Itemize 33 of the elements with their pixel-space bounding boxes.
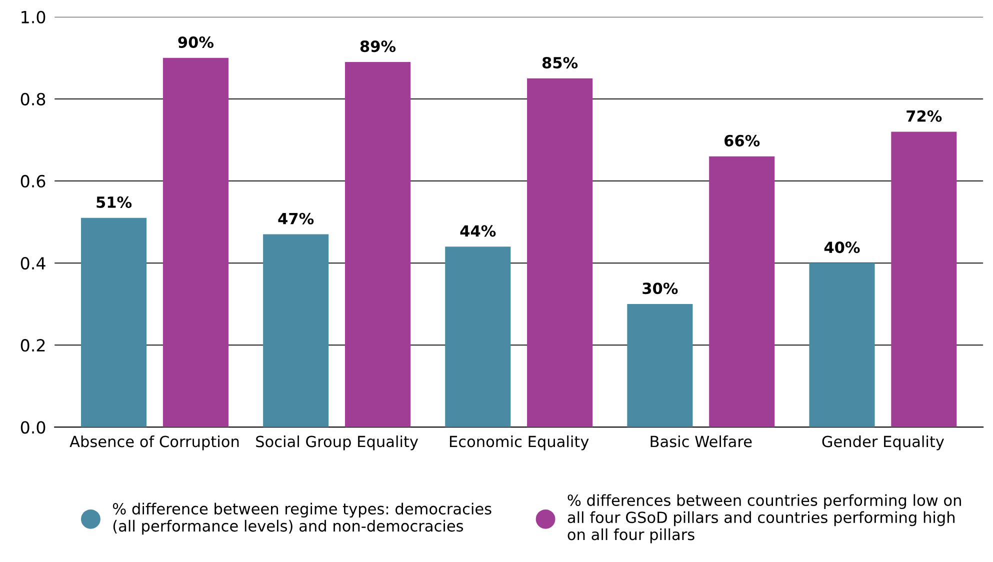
- x-tick-label: Economic Equality: [450, 435, 589, 450]
- y-tick-label: 0.8: [20, 92, 46, 106]
- bar: [263, 234, 329, 428]
- y-tick-label: 0.2: [20, 339, 45, 352]
- data-label: 89%: [360, 40, 396, 52]
- x-tick-label: Absence of Corruption: [70, 435, 239, 450]
- x-tick-label: Basic Welfare: [650, 435, 752, 448]
- legend-label: % difference between regime types: democracies (all performance levels) and non-democracies: [112, 502, 492, 535]
- data-label: 85%: [542, 56, 578, 68]
- data-label: 30%: [642, 282, 678, 294]
- data-label: 51%: [96, 196, 132, 208]
- bar: [891, 132, 957, 428]
- x-tick-label: Gender Equality: [822, 435, 944, 450]
- data-label: 47%: [278, 212, 314, 224]
- y-tick-label: 0.0: [20, 421, 46, 434]
- y-tick-label: 0.4: [20, 256, 46, 270]
- bar: [809, 263, 875, 428]
- data-label: 66%: [724, 134, 760, 146]
- data-label: 72%: [906, 110, 942, 122]
- x-tick-label: Social Group Equality: [256, 435, 418, 450]
- bar: [162, 58, 228, 428]
- bar: [709, 156, 775, 428]
- bar: [81, 218, 147, 428]
- legend-label: % differences between countries performing low on all four GSoD pillars and countries performing high on all four pillars: [568, 494, 961, 544]
- data-label: 40%: [824, 242, 860, 254]
- y-tick-label: 1.0: [22, 10, 46, 24]
- bar: [344, 62, 411, 428]
- bar: [445, 246, 511, 428]
- bar: [527, 78, 593, 428]
- bar: [627, 304, 693, 428]
- y-tick-label: 0.6: [20, 174, 46, 188]
- data-label: 44%: [460, 225, 496, 237]
- data-label: 90%: [178, 36, 214, 48]
